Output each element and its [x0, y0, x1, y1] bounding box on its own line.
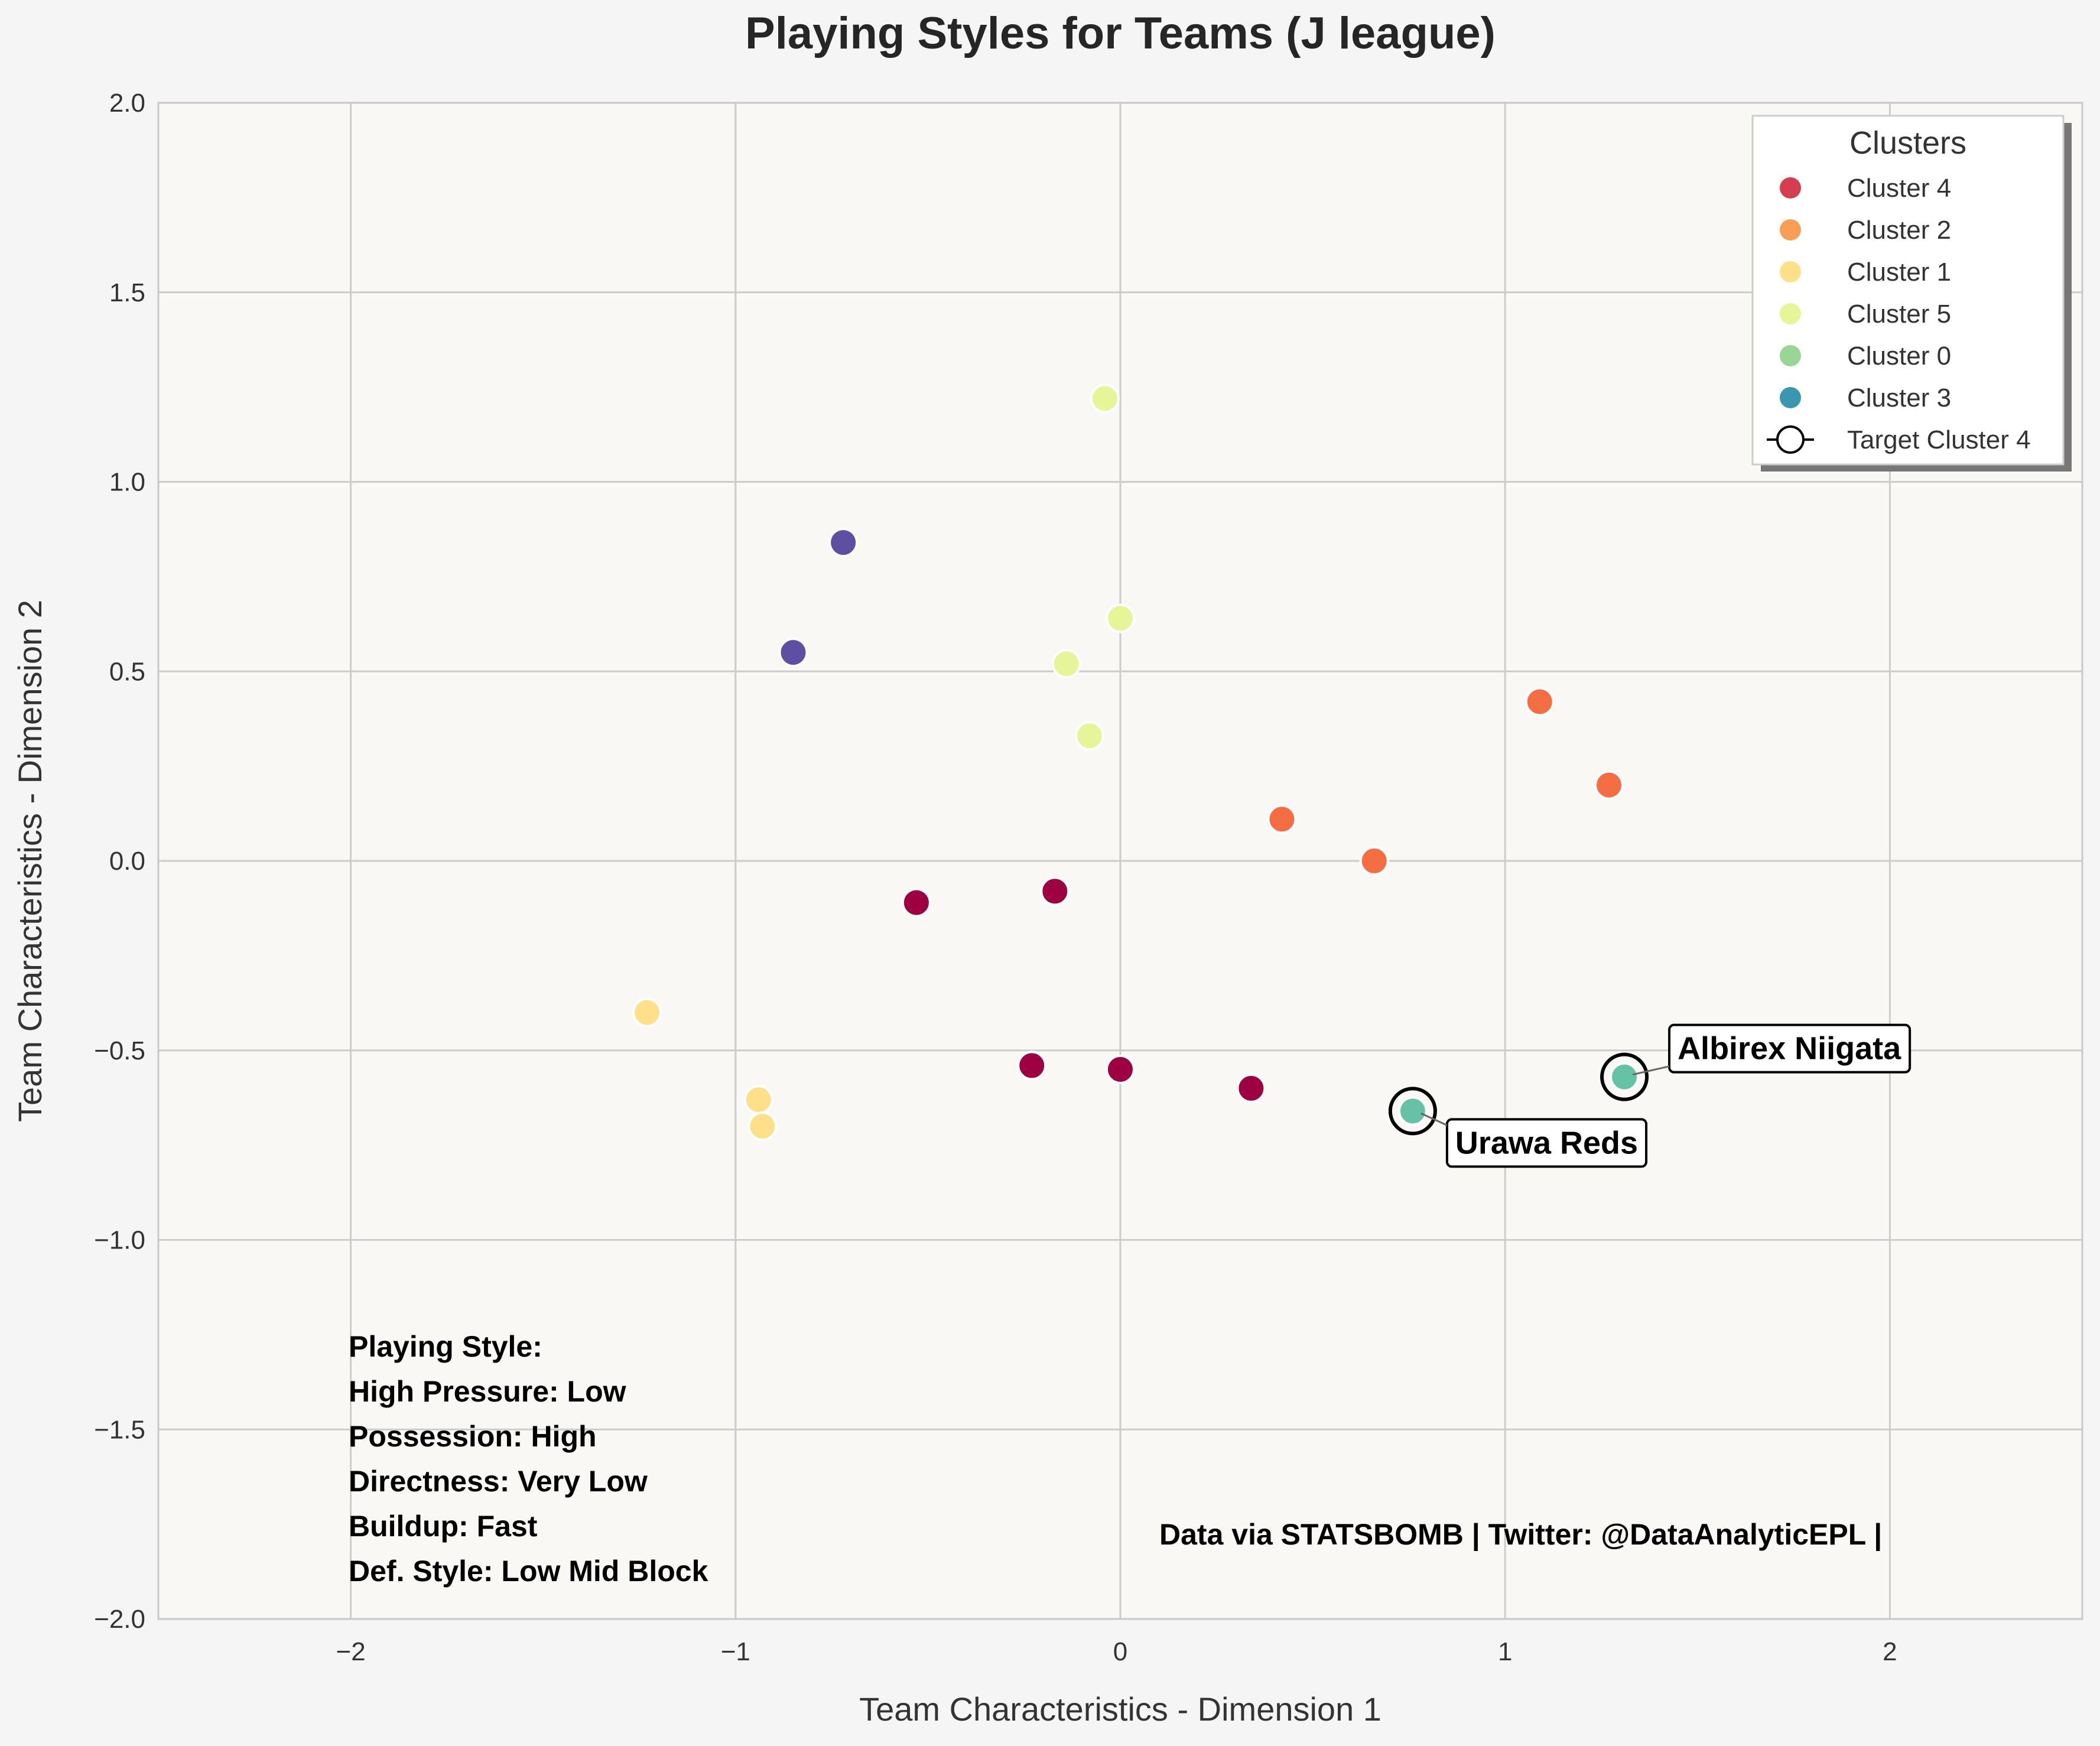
annotation-arrow [1632, 1065, 1670, 1076]
data-point-cluster-5 [1074, 721, 1104, 751]
data-point-cluster-0 [1397, 1096, 1428, 1126]
legend-marker [1780, 303, 1801, 324]
data-point-cluster-5 [1106, 603, 1135, 633]
legend-title: Clusters [1849, 125, 1966, 161]
legend-label: Target Cluster 4 [1847, 425, 2031, 454]
legend-marker [1780, 177, 1801, 199]
style-line-directness: Directness: Very Low [349, 1465, 648, 1498]
team-label: Urawa Reds [1455, 1125, 1638, 1160]
team-label-box [1668, 1023, 1912, 1074]
legend-label: Cluster 2 [1847, 216, 1951, 245]
legend: Clusters Cluster 4 Cluster 2 Cluster 1 Clus… [1751, 115, 2072, 472]
data-points [632, 383, 1640, 1142]
legend-target-marker [1776, 425, 1805, 454]
y-tick-label: −2.0 [94, 1605, 145, 1634]
playing-style-box: Playing Style: High Pressure: Low Posses… [349, 1330, 708, 1588]
y-axis-label: Team Characteristics - Dimension 2 [11, 600, 48, 1122]
legend-marker [1780, 387, 1801, 408]
data-point-cluster-4 [1017, 1051, 1047, 1081]
target-ring [1388, 1087, 1437, 1136]
chart-title: Playing Styles for Teams (J league) [745, 8, 1496, 58]
y-tick-label: 1.5 [109, 278, 145, 307]
data-point-cluster-2 [1359, 846, 1389, 876]
style-line-buildup: Buildup: Fast [349, 1510, 538, 1543]
data-point-cluster-2 [1524, 687, 1555, 717]
legend-label: Cluster 1 [1847, 258, 1951, 287]
legend-label: Cluster 3 [1847, 383, 1951, 412]
style-line-def-style: Def. Style: Low Mid Block [349, 1555, 708, 1588]
legend-label: Cluster 0 [1847, 342, 1951, 370]
data-point-cluster-5 [1051, 649, 1081, 679]
data-point-cluster-4 [901, 887, 931, 918]
data-point-cluster-4 [1236, 1073, 1266, 1103]
target-ring [1600, 1052, 1649, 1101]
data-credit: Data via STATSBOMB | Twitter: @DataAnaly… [1159, 1518, 1882, 1552]
legend-marker [1780, 219, 1801, 240]
data-point-cluster-1 [747, 1111, 778, 1142]
style-line-title: Playing Style: [349, 1330, 542, 1363]
y-tick-label: −1.5 [94, 1415, 145, 1444]
data-point-cluster-4 [1040, 876, 1070, 906]
y-tick-label: −0.5 [94, 1036, 145, 1065]
team-label-box [1445, 1118, 1648, 1168]
data-point-cluster-4 [1106, 1054, 1135, 1084]
tick-labels: −2 −1 0 1 2 2.0 1.5 1.0 0.5 0.0 −0.5 −1.0 −1.5 −2.0 [94, 89, 1897, 1666]
x-tick-label: −1 [721, 1637, 750, 1666]
y-tick-label: 0.0 [109, 847, 145, 876]
x-tick-label: −2 [336, 1637, 366, 1666]
annotation-arrow [1420, 1113, 1448, 1126]
legend-marker [1780, 261, 1801, 282]
y-tick-label: 2.0 [109, 89, 145, 118]
team-label: Albirex Niigata [1678, 1031, 1901, 1067]
plot-frame [157, 102, 2083, 1620]
data-point-cluster-2 [1594, 770, 1624, 800]
x-tick-label: 1 [1498, 1637, 1512, 1666]
data-point-cluster-1 [743, 1085, 773, 1115]
data-point-cluster-1 [632, 997, 662, 1028]
data-point-cluster-3 [828, 528, 859, 558]
data-point-cluster-0 [1610, 1062, 1640, 1092]
legend-label: Cluster 5 [1847, 300, 1951, 329]
legend-marker [1780, 345, 1801, 366]
x-tick-label: 2 [1883, 1637, 1897, 1666]
data-point-cluster-2 [1267, 804, 1297, 834]
y-tick-label: 0.5 [109, 657, 145, 686]
x-axis-label: Team Characteristics - Dimension 1 [859, 1690, 1381, 1728]
style-line-high-pressure: High Pressure: Low [349, 1375, 626, 1408]
data-point-cluster-5 [1090, 383, 1120, 414]
team-annotations: Albirex Niigata Urawa Reds [1388, 1023, 1912, 1168]
legend-label: Cluster 4 [1847, 174, 1951, 203]
data-point-cluster-3 [778, 638, 808, 668]
style-line-possession: Possession: High [349, 1420, 597, 1453]
y-tick-label: 1.0 [109, 468, 145, 497]
legend-frame [1751, 115, 2065, 466]
y-tick-label: −1.0 [94, 1226, 145, 1255]
x-tick-label: 0 [1113, 1637, 1127, 1666]
